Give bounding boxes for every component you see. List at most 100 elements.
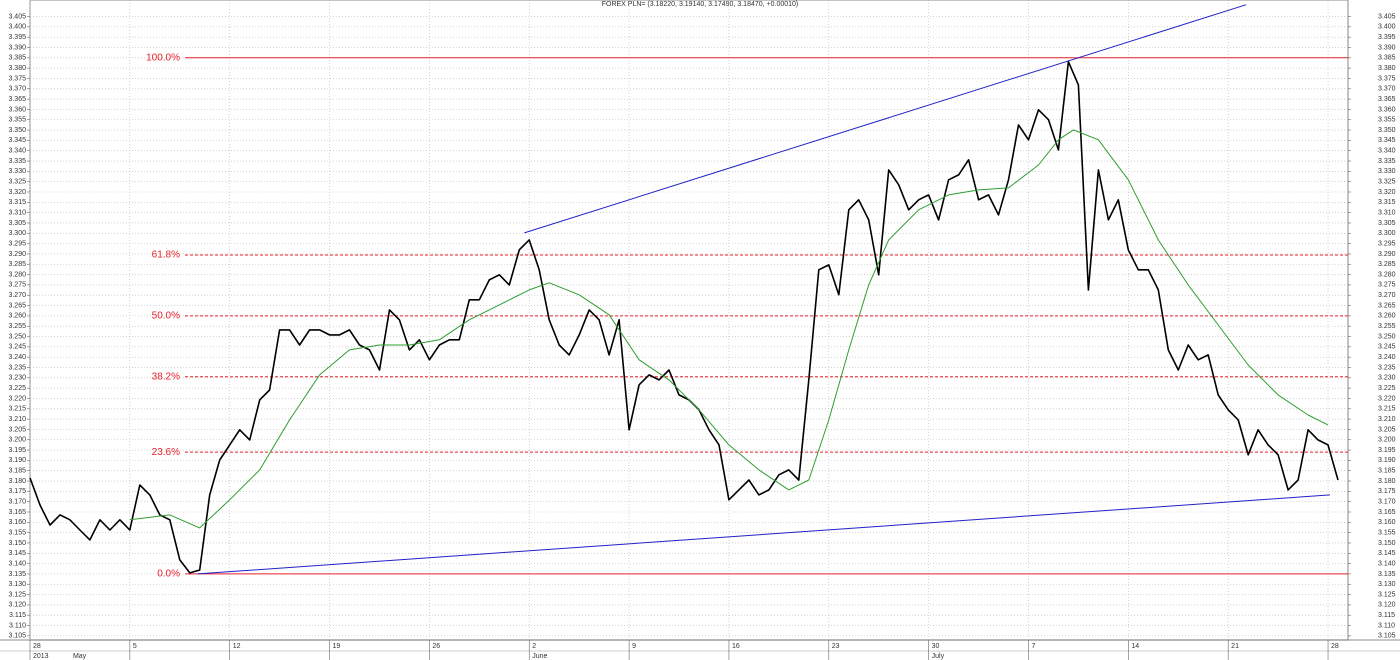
y-tick-label: 3.365 [8,96,26,103]
y-tick-label: 3.305 [1378,220,1396,227]
y-tick-label: 3.220 [8,395,26,402]
y-tick-label: 3.350 [8,127,26,134]
y-tick-label: 3.340 [1378,148,1396,155]
y-tick-label: 3.230 [1378,375,1396,382]
y-tick-label: 3.325 [1378,179,1396,186]
y-tick-label: 3.325 [8,179,26,186]
y-tick-label: 3.265 [1378,302,1396,309]
y-tick-label: 3.355 [8,117,26,124]
month-label: July [932,653,945,660]
x-tick-label: 9 [632,643,636,650]
x-tick-label: 2 [532,643,536,650]
y-tick-label: 3.290 [8,251,26,258]
y-tick-label: 3.315 [1378,199,1396,206]
y-tick-label: 3.375 [8,75,26,82]
y-tick-label: 3.115 [9,612,26,619]
y-tick-label: 3.210 [8,416,26,423]
y-tick-label: 3.285 [1378,261,1396,268]
y-tick-label: 3.155 [8,529,26,536]
fib-label: 23.6% [152,447,180,458]
y-tick-label: 3.295 [8,240,26,247]
y-tick-label: 3.230 [8,375,26,382]
trend-line [524,4,1247,234]
y-tick-label: 3.350 [1378,127,1396,134]
y-tick-label: 3.270 [8,292,26,299]
y-tick-label: 3.220 [1378,395,1396,402]
y-tick-label: 3.305 [8,220,26,227]
y-tick-label: 3.265 [8,302,26,309]
y-tick-label: 3.280 [8,271,26,278]
price-line [129,129,1329,529]
y-tick-label: 3.150 [1378,540,1396,547]
y-tick-label: 3.110 [9,622,26,629]
trend-line [197,494,1331,575]
y-tick-label: 3.380 [1378,65,1396,72]
y-tick-label: 3.345 [1378,137,1396,144]
y-tick-label: 3.285 [8,261,26,268]
y-tick-label: 3.395 [1378,34,1396,41]
y-tick-label: 3.260 [1378,313,1396,320]
y-tick-label: 3.125 [1378,591,1396,598]
y-tick-label: 3.335 [1378,158,1396,165]
y-tick-label: 3.270 [1378,292,1396,299]
fib-label: 100.0% [146,52,180,63]
y-tick-label: 3.235 [8,364,26,371]
y-tick-label: 3.355 [1378,117,1396,124]
x-tick-label: 26 [432,643,440,650]
y-tick-label: 3.375 [1378,75,1396,82]
price-line [29,60,1339,574]
y-tick-label: 3.260 [8,313,26,320]
y-tick-label: 3.370 [1378,86,1396,93]
y-tick-label: 3.120 [1378,602,1396,609]
y-tick-label: 3.185 [1378,468,1396,475]
y-tick-label: 3.300 [1378,230,1396,237]
y-tick-label: 3.210 [1378,416,1396,423]
y-tick-label: 3.290 [1378,251,1396,258]
y-tick-label: 3.120 [8,602,26,609]
y-tick-label: 3.170 [1378,499,1396,506]
y-tick-label: 3.200 [1378,437,1396,444]
y-tick-label: 3.190 [8,457,26,464]
y-tick-label: 3.380 [8,65,26,72]
plot-area [29,0,1349,641]
y-tick-label: 3.335 [8,158,26,165]
month-label: June [532,653,547,660]
y-tick-label: 3.105 [8,633,26,640]
y-tick-label: 3.140 [8,560,26,567]
chart-title: FOREX PLN= (3.18220, 3.19140, 3.17490, 3… [602,1,799,8]
y-tick-label: 3.240 [1378,354,1396,361]
x-tick-label: 28 [33,643,41,650]
y-tick-label: 3.125 [8,591,26,598]
month-label: May [73,653,87,660]
y-tick-label: 3.255 [1378,323,1396,330]
y-tick-label: 3.160 [1378,519,1396,526]
x-tick-label: 23 [832,643,840,650]
y-tick-label: 3.185 [8,468,26,475]
month-label: 2013 [33,653,49,660]
y-tick-label: 3.225 [1378,385,1396,392]
x-tick-label: 12 [233,643,241,650]
y-tick-label: 3.170 [8,499,26,506]
y-tick-label: 3.320 [1378,189,1396,196]
y-tick-label: 3.370 [8,86,26,93]
y-tick-label: 3.330 [1378,168,1396,175]
x-tick-label: 14 [1131,643,1139,650]
y-tick-label: 3.385 [8,55,26,62]
y-tick-label: 3.180 [8,478,26,485]
y-tick-label: 3.395 [8,34,26,41]
y-tick-label: 3.240 [8,354,26,361]
x-tick-label: 19 [333,643,341,650]
y-tick-label: 3.345 [8,137,26,144]
y-tick-label: 3.110 [1378,622,1395,629]
y-tick-label: 3.145 [8,550,26,557]
y-tick-label: 3.135 [1378,571,1396,578]
y-tick-label: 3.255 [8,323,26,330]
y-tick-label: 3.310 [8,209,26,216]
x-tick-label: 7 [1031,643,1035,650]
y-tick-label: 3.385 [1378,55,1396,62]
fib-label: 50.0% [152,311,180,322]
y-tick-label: 3.195 [1378,447,1396,454]
y-tick-label: 3.205 [1378,426,1396,433]
y-tick-label: 3.280 [1378,271,1396,278]
